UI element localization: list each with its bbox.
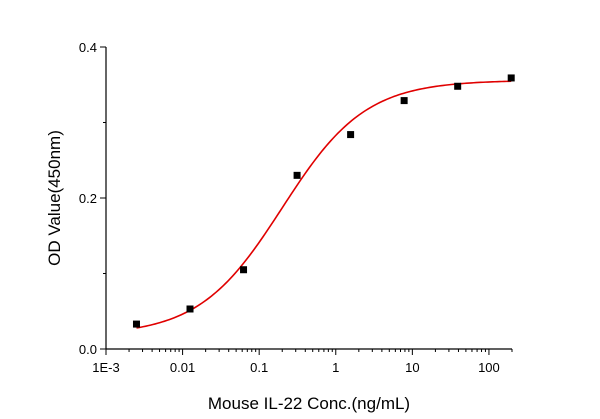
y-tick-label: 0.2: [79, 191, 97, 206]
data-point: [132, 320, 140, 328]
x-tick-label: 0.1: [250, 360, 268, 375]
x-tick-label: 1: [332, 360, 339, 375]
data-point: [240, 266, 248, 274]
fit-curve: [136, 80, 512, 329]
y-tick-label: 0.0: [79, 342, 97, 357]
x-tick-label: 100: [478, 360, 500, 375]
data-point: [507, 74, 515, 82]
x-ticks: 1E-3 0.01 0.1 1 10 100: [92, 349, 513, 375]
axes: [105, 47, 512, 350]
data-point: [454, 82, 462, 90]
y-axis-title: OD Value(450nm): [45, 130, 64, 266]
x-axis-title: Mouse IL-22 Conc.(ng/mL): [208, 394, 410, 413]
data-point: [400, 97, 408, 105]
x-tick-label: 10: [405, 360, 419, 375]
data-point: [186, 305, 194, 313]
x-tick-label: 0.01: [170, 360, 195, 375]
x-tick-label: 1E-3: [92, 360, 119, 375]
y-tick-label: 0.4: [79, 40, 97, 55]
data-points: [132, 74, 515, 328]
data-point: [293, 171, 301, 179]
data-point: [347, 131, 355, 139]
y-ticks: 0.0 0.2 0.4: [79, 40, 106, 357]
